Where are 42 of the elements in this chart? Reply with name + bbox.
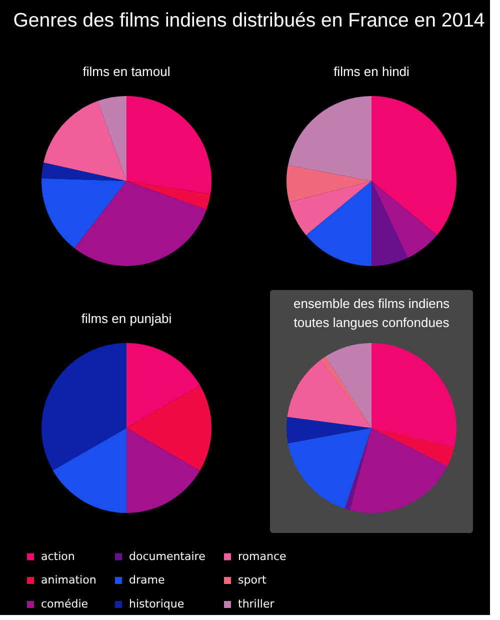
pie-slice (372, 343, 456, 448)
legend-label: historique (129, 598, 184, 610)
pie-slice (98, 96, 126, 181)
legend-label: documentaire (129, 550, 206, 563)
pie-slice (306, 181, 372, 266)
legend-label: animation (41, 574, 96, 586)
pie-slice (288, 428, 372, 509)
pie-slice (286, 165, 372, 202)
legend-label: sport (238, 574, 267, 586)
pie-slice (326, 343, 372, 428)
pie-slice (344, 428, 372, 510)
pie-slice (126, 386, 212, 471)
legend-label: romance (238, 550, 286, 563)
legend-label: thriller (238, 598, 275, 610)
chart-title: films en tamoul (82, 64, 170, 79)
pie-slice (372, 181, 408, 266)
pie-slice (372, 428, 454, 466)
pie-slice (52, 428, 126, 513)
pie-slice (44, 101, 126, 181)
pie-slice (126, 428, 200, 513)
legend-label: drame (129, 574, 165, 586)
pie-slice (372, 96, 456, 236)
pie-slice (74, 181, 206, 266)
pie-slice (287, 360, 372, 428)
pie-slice (320, 356, 372, 428)
legend-label: action (41, 550, 75, 563)
chart-title: films en punjabi (81, 311, 172, 326)
text: Genres des films indiens distribués en France en 2014 (13, 10, 485, 32)
pie-slice (289, 181, 372, 236)
pie-slice (42, 178, 126, 248)
pie-slice (372, 181, 437, 258)
pie-slice (42, 343, 126, 470)
pie-slice (42, 162, 126, 181)
pie-slice (350, 428, 448, 513)
chart-title: ensemble des films indiens toutes langues confondues (293, 296, 450, 330)
pie-slice (286, 416, 372, 444)
pie-slice (126, 343, 200, 428)
pie-slice (288, 96, 372, 181)
legend-label: comédie (41, 598, 88, 610)
pie-slice (126, 96, 212, 194)
chart-title: films en hindi (334, 64, 410, 79)
pie-slice (126, 181, 210, 210)
